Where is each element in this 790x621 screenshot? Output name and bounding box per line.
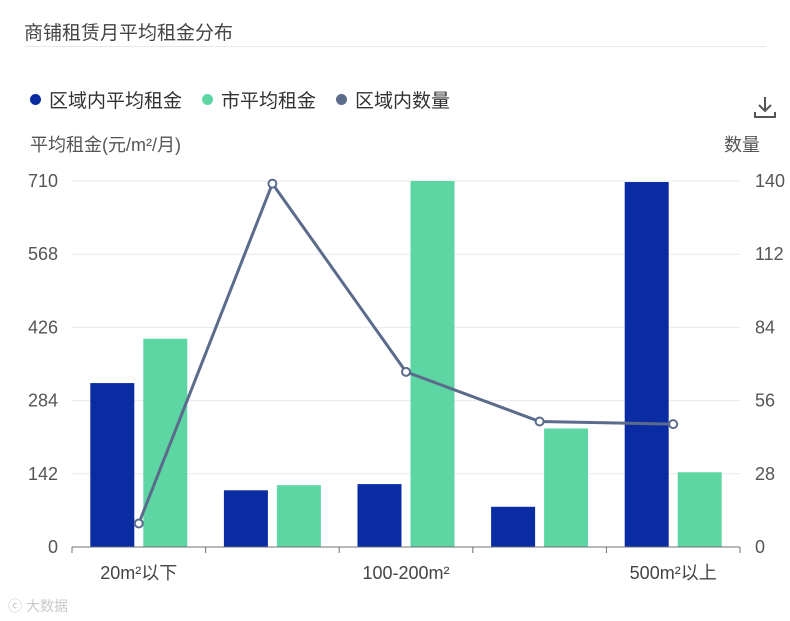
y-tick-right: 28: [755, 464, 775, 484]
watermark: ⓒ 大数据: [8, 596, 68, 616]
bar-region-rent: [223, 490, 268, 547]
y-tick-right: 84: [755, 317, 775, 337]
series-line-region-count: [137, 180, 674, 525]
watermark-logo-icon: ⓒ: [8, 598, 22, 614]
bar-city-rent: [544, 428, 589, 547]
y-tick-right: 56: [755, 391, 775, 411]
title-divider: [24, 46, 766, 47]
point-region-count: [133, 518, 144, 529]
x-tick-label: 100-200m²: [362, 563, 449, 583]
y-tick-left: 710: [28, 171, 58, 191]
point-region-count: [534, 416, 545, 427]
point-region-count: [401, 366, 411, 377]
y-tick-left: 142: [28, 464, 58, 484]
x-tick-label: 20m²以下: [100, 563, 177, 583]
bar-city-rent: [276, 485, 321, 547]
bar-city-rent: [143, 338, 188, 547]
y-tick-right: 112: [755, 244, 784, 264]
chart-title: 商铺租赁月平均租金分布: [24, 23, 234, 44]
y-tick-left: 426: [28, 317, 58, 337]
y-tick-left: 284: [28, 391, 58, 411]
y-tick-left: 0: [48, 537, 58, 557]
point-region-count: [267, 178, 278, 189]
y-axis-left-label: 平均租金(元/m²/月): [30, 135, 181, 155]
y-tick-right: 0: [755, 537, 765, 557]
legend-item-region-count[interactable]: 区域内数量: [336, 86, 450, 113]
bar-city-rent: [410, 181, 455, 547]
legend-label: 市平均租金: [221, 91, 317, 112]
bar-region-rent: [491, 506, 536, 547]
bar-city-rent: [677, 472, 722, 547]
legend-label: 区域内平均租金: [49, 91, 183, 112]
legend-dot-icon: [202, 94, 214, 105]
legend-dot-icon: [336, 94, 348, 105]
watermark-text: 大数据: [26, 598, 68, 614]
bar-region-rent: [357, 484, 402, 547]
bar-region-rent: [624, 182, 669, 547]
legend-dot-icon: [30, 94, 41, 105]
y-tick-right: 140: [755, 171, 785, 191]
legend-label: 区域内数量: [355, 91, 451, 112]
y-axis-right-label: 数量: [724, 135, 760, 155]
download-icon[interactable]: [752, 94, 778, 120]
legend: 区域内平均租金 市平均租金 区域内数量: [30, 86, 450, 113]
bar-region-rent: [90, 383, 135, 547]
point-region-count: [668, 419, 679, 430]
y-tick-left: 568: [28, 244, 58, 264]
legend-item-city-rent[interactable]: 市平均租金: [202, 86, 316, 113]
legend-item-region-rent[interactable]: 区域内平均租金: [30, 86, 182, 113]
x-tick-label: 500m²以上: [630, 563, 717, 583]
